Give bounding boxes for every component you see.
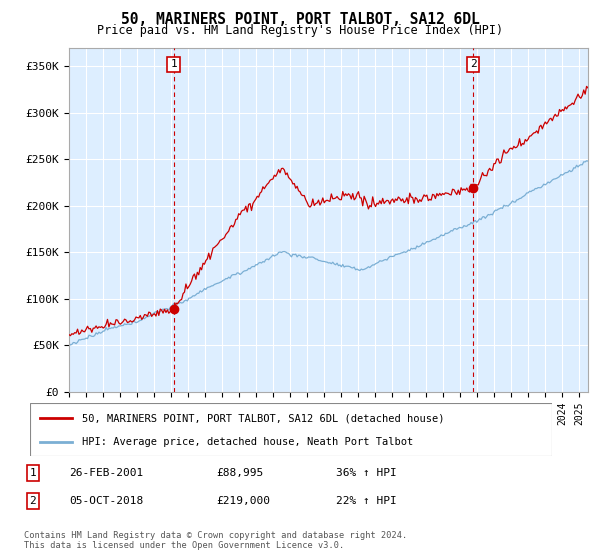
Text: 2: 2 [29,496,37,506]
Text: £88,995: £88,995 [216,468,263,478]
Text: Price paid vs. HM Land Registry's House Price Index (HPI): Price paid vs. HM Land Registry's House … [97,24,503,36]
Text: 2: 2 [470,59,476,69]
Text: Contains HM Land Registry data © Crown copyright and database right 2024.
This d: Contains HM Land Registry data © Crown c… [24,531,407,550]
Text: 26-FEB-2001: 26-FEB-2001 [69,468,143,478]
Text: 50, MARINERS POINT, PORT TALBOT, SA12 6DL: 50, MARINERS POINT, PORT TALBOT, SA12 6D… [121,12,479,27]
Text: HPI: Average price, detached house, Neath Port Talbot: HPI: Average price, detached house, Neat… [82,436,413,446]
Text: 36% ↑ HPI: 36% ↑ HPI [336,468,397,478]
Text: 1: 1 [170,59,177,69]
Text: 1: 1 [29,468,37,478]
Text: 22% ↑ HPI: 22% ↑ HPI [336,496,397,506]
Text: £219,000: £219,000 [216,496,270,506]
Text: 05-OCT-2018: 05-OCT-2018 [69,496,143,506]
Text: 50, MARINERS POINT, PORT TALBOT, SA12 6DL (detached house): 50, MARINERS POINT, PORT TALBOT, SA12 6D… [82,413,445,423]
